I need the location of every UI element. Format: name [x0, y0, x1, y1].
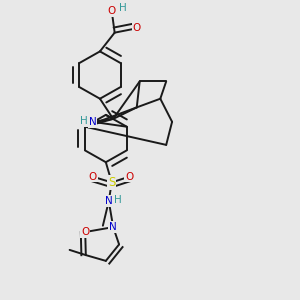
- Text: N: N: [109, 222, 117, 232]
- Text: O: O: [133, 23, 141, 33]
- Text: H: H: [119, 2, 127, 13]
- Text: O: O: [108, 6, 116, 16]
- Text: O: O: [125, 172, 134, 182]
- Text: S: S: [108, 176, 116, 189]
- Text: N: N: [89, 117, 97, 127]
- Text: N: N: [105, 196, 113, 206]
- Text: O: O: [81, 227, 89, 237]
- Text: O: O: [88, 172, 97, 182]
- Text: H: H: [80, 116, 88, 126]
- Text: H: H: [114, 195, 122, 205]
